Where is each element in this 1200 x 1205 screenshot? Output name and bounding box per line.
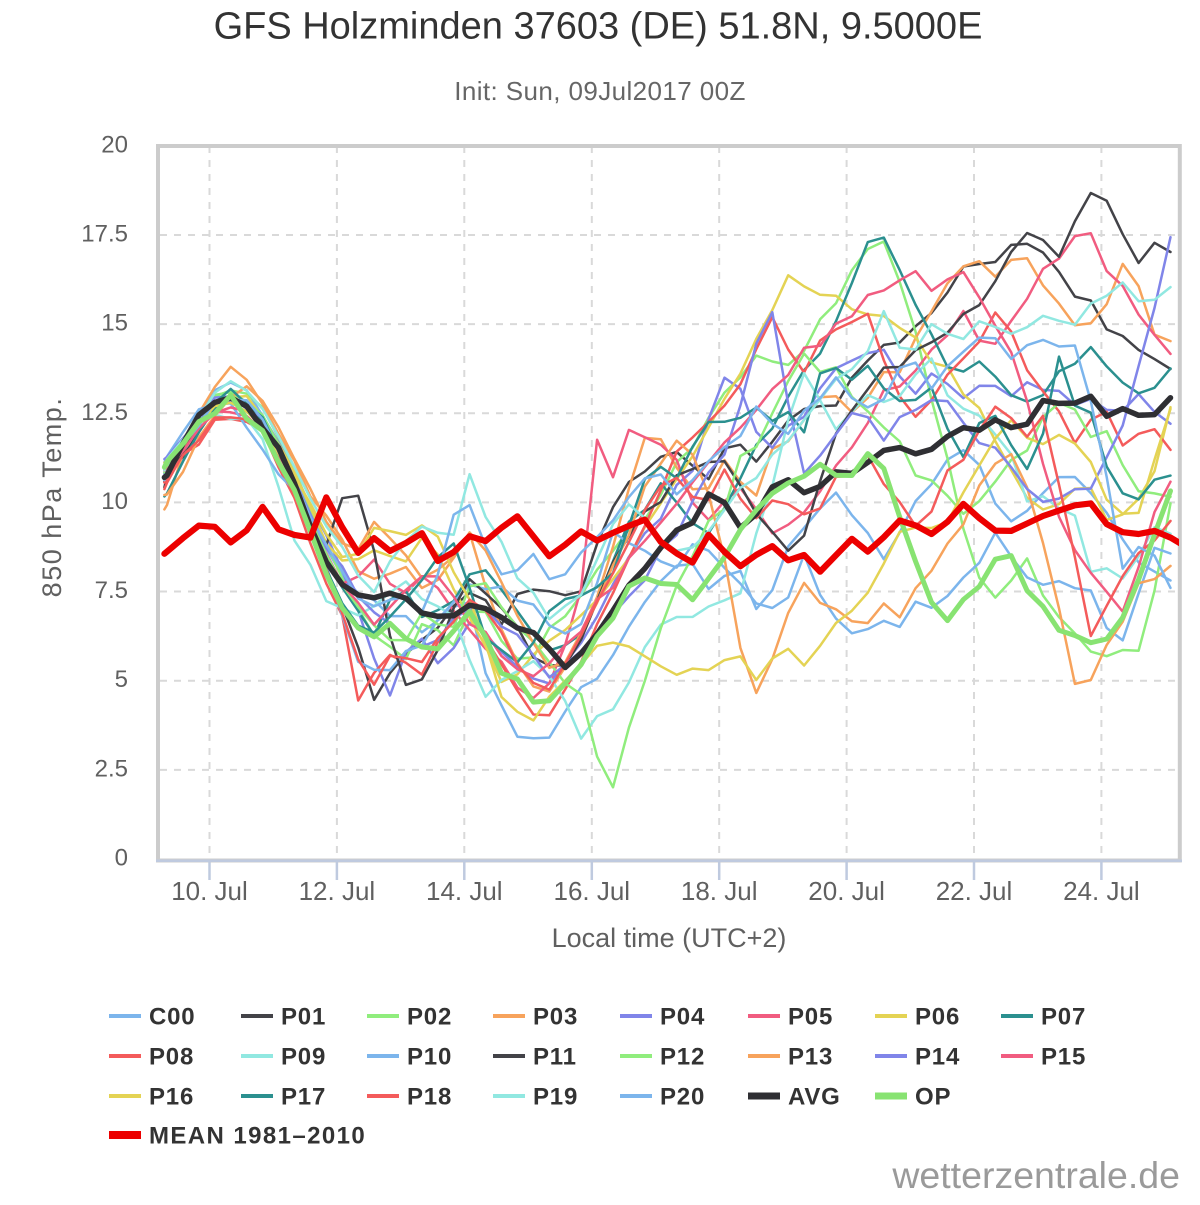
svg-text:P03: P03 <box>533 1004 578 1031</box>
svg-text:20: 20 <box>101 131 128 158</box>
svg-text:17.5: 17.5 <box>81 221 128 248</box>
svg-text:7.5: 7.5 <box>95 577 128 604</box>
svg-text:P13: P13 <box>788 1044 833 1071</box>
svg-text:20. Jul: 20. Jul <box>808 876 885 906</box>
svg-text:10: 10 <box>101 488 128 515</box>
svg-text:850 hPa Temp.: 850 hPa Temp. <box>37 397 67 598</box>
svg-text:Init: Sun, 09Jul2017 00Z: Init: Sun, 09Jul2017 00Z <box>454 76 745 106</box>
svg-text:P17: P17 <box>281 1084 326 1111</box>
svg-text:C00: C00 <box>149 1004 195 1031</box>
svg-text:18. Jul: 18. Jul <box>681 876 758 906</box>
svg-text:GFS Holzminden 37603 (DE) 51.8: GFS Holzminden 37603 (DE) 51.8N, 9.5000E <box>214 6 983 48</box>
svg-text:0: 0 <box>115 845 128 872</box>
svg-text:12. Jul: 12. Jul <box>299 876 376 906</box>
svg-text:24. Jul: 24. Jul <box>1063 876 1140 906</box>
svg-text:P14: P14 <box>915 1044 960 1071</box>
svg-text:P02: P02 <box>407 1004 452 1031</box>
svg-text:P19: P19 <box>533 1084 578 1111</box>
svg-text:16. Jul: 16. Jul <box>553 876 630 906</box>
svg-text:P04: P04 <box>660 1004 705 1031</box>
svg-text:P15: P15 <box>1041 1044 1086 1071</box>
svg-text:5: 5 <box>115 666 128 693</box>
svg-text:P09: P09 <box>281 1044 326 1071</box>
svg-text:Local time (UTC+2): Local time (UTC+2) <box>552 923 787 953</box>
svg-text:P05: P05 <box>788 1004 833 1031</box>
svg-text:P08: P08 <box>149 1044 194 1071</box>
svg-text:P01: P01 <box>281 1004 326 1031</box>
svg-text:10. Jul: 10. Jul <box>171 876 248 906</box>
svg-text:P20: P20 <box>660 1084 705 1111</box>
svg-text:P06: P06 <box>915 1004 960 1031</box>
svg-text:P11: P11 <box>533 1044 577 1071</box>
svg-text:P12: P12 <box>660 1044 705 1071</box>
svg-text:P07: P07 <box>1041 1004 1086 1031</box>
svg-text:P18: P18 <box>407 1084 452 1111</box>
svg-text:15: 15 <box>101 310 128 337</box>
svg-text:P16: P16 <box>149 1084 194 1111</box>
svg-text:12.5: 12.5 <box>81 399 128 426</box>
svg-text:P10: P10 <box>407 1044 452 1071</box>
svg-text:AVG: AVG <box>788 1084 841 1111</box>
svg-text:14. Jul: 14. Jul <box>426 876 503 906</box>
svg-text:OP: OP <box>915 1084 951 1111</box>
svg-text:22. Jul: 22. Jul <box>936 876 1013 906</box>
svg-text:MEAN 1981–2010: MEAN 1981–2010 <box>149 1123 366 1150</box>
svg-text:2.5: 2.5 <box>95 755 128 782</box>
svg-text:wetterzentrale.de: wetterzentrale.de <box>891 1154 1180 1196</box>
